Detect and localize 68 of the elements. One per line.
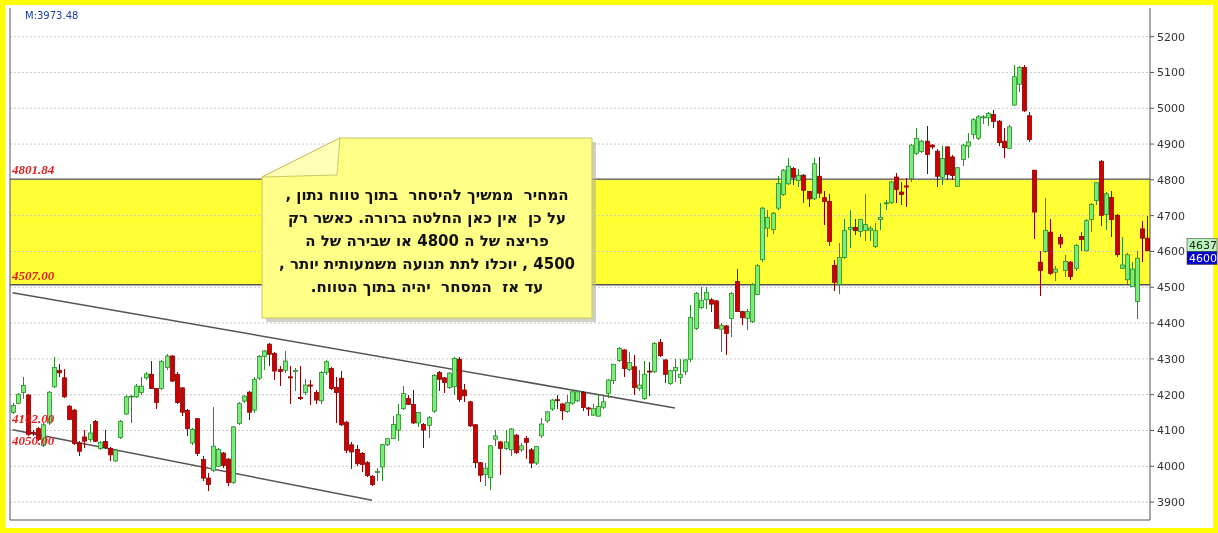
candlestick [298, 365, 303, 401]
text: 4600 [1189, 252, 1217, 265]
y-tick-label: 3900 [1157, 496, 1185, 510]
ref-line-label: 4801.84 [11, 162, 55, 178]
candlestick [719, 322, 724, 353]
candlestick [627, 351, 632, 372]
annotation: M:3973.48 [25, 10, 79, 21]
candlestick [663, 358, 668, 384]
candlestick [529, 447, 534, 469]
candlestick [401, 385, 406, 411]
y-tick-label: 4100 [1157, 424, 1185, 438]
candlestick [93, 419, 98, 443]
candlestick [427, 415, 432, 439]
candlestick [894, 172, 899, 204]
candlestick [1063, 254, 1068, 278]
y-tick-label: 5200 [1157, 30, 1185, 44]
y-tick-label: 4000 [1157, 460, 1185, 474]
candlestick [704, 286, 709, 310]
candlestick [237, 401, 242, 426]
candlestick [293, 367, 298, 392]
candlestick [62, 368, 67, 399]
candlestick [940, 145, 945, 186]
candlestick [878, 202, 883, 231]
candlestick [848, 209, 853, 249]
annotation: המחיר ממשיך להיסחר בתוך טווח נתון , על כן אין כאן החלטה ברורה. כאשר רק פריצה של ה 4800 או שבירה של ה 4500 , יוכלו לתת תנועה משמעותית יותר , עד אז המסחר יהיה בתוך הטווח. [278, 185, 576, 298]
y-tick-label: 4400 [1157, 317, 1185, 331]
candlestick [1027, 111, 1032, 143]
candlestick [801, 173, 806, 204]
y-tick-label: 4500 [1157, 281, 1185, 295]
candlestick [1089, 202, 1094, 233]
candlestick [283, 350, 288, 374]
y-tick-label: 4300 [1157, 352, 1185, 366]
y-tick-label: 4800 [1157, 173, 1185, 187]
y-tick-label: 5100 [1157, 66, 1185, 80]
ref-line-label: 4507.00 [11, 267, 55, 283]
candlestick [498, 440, 503, 476]
candlestick [904, 177, 909, 208]
y-tick-label: 5000 [1157, 102, 1185, 116]
text: 4637 [1189, 239, 1217, 252]
candlestick [1068, 260, 1073, 281]
y-tick-label: 4600 [1157, 245, 1185, 259]
candlestick [524, 435, 529, 460]
candlestick [308, 379, 313, 406]
candlestick [817, 156, 822, 199]
candlestick [539, 417, 544, 439]
y-tick-label: 4200 [1157, 388, 1185, 402]
candlestick [118, 419, 123, 440]
candlestick [678, 358, 683, 385]
candlestick [103, 429, 108, 450]
candlestick [899, 181, 904, 206]
candlestick [1043, 197, 1048, 254]
candlestick [622, 348, 627, 378]
y-tick-label: 4700 [1157, 209, 1185, 223]
y-tick-label: 4900 [1157, 138, 1185, 152]
candlestick [288, 365, 293, 405]
candlestick [1074, 243, 1079, 272]
candlestick [724, 324, 729, 356]
candlestick [832, 259, 837, 292]
candlestick [52, 356, 57, 389]
candlestick [1079, 231, 1084, 252]
candlestick [1038, 250, 1043, 297]
candlestick [421, 422, 426, 449]
candlestick [247, 390, 252, 421]
candlestick [21, 377, 26, 400]
candlestick [632, 354, 637, 396]
candlestick [647, 361, 652, 397]
candlestick [514, 433, 519, 455]
candlestick [1104, 191, 1109, 231]
